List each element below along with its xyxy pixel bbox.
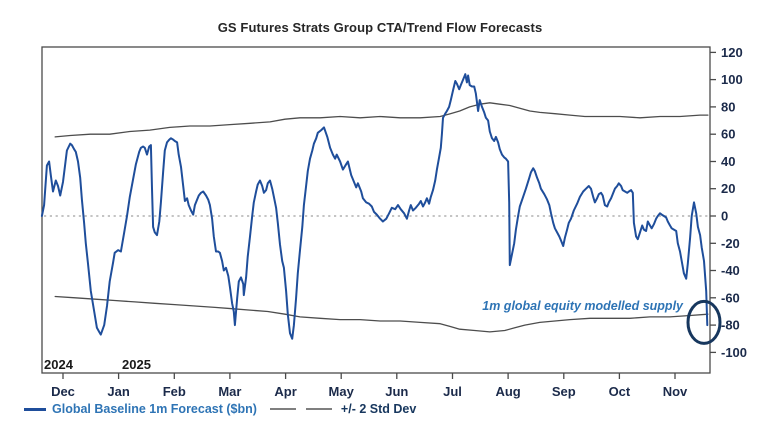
forecast-line-sample [24, 407, 46, 411]
y-tick-label: -40 [721, 263, 740, 278]
x-tick-label: Aug [495, 384, 520, 399]
chart-legend: Global Baseline 1m Forecast ($bn) +/- 2 … [24, 400, 416, 418]
series-forecast [40, 73, 709, 340]
chart-title: GS Futures Strats Group CTA/Trend Flow F… [217, 20, 543, 35]
std-dev-line-sample-1 [269, 408, 296, 410]
y-tick-label: -80 [721, 318, 740, 333]
x-tick-label: Apr [274, 384, 296, 399]
x-tick-label: Jun [385, 384, 408, 399]
y-tick-label: 40 [721, 154, 735, 169]
y-tick-label: -100 [721, 345, 747, 360]
y-tick-label: 20 [721, 181, 735, 196]
x-tick-label: Jul [443, 384, 462, 399]
year-label-2024: 2024 [44, 357, 73, 372]
x-tick-label: Dec [51, 384, 75, 399]
std-dev-legend-label: +/- 2 Std Dev [340, 402, 417, 416]
x-tick-label: Mar [218, 384, 241, 399]
y-tick-label: 80 [721, 99, 735, 114]
year-label-2025: 2025 [122, 357, 151, 372]
x-tick-label: Oct [609, 384, 631, 399]
x-tick-label: Nov [663, 384, 688, 399]
std-dev-line-sample-2 [305, 408, 332, 410]
x-tick-label: May [329, 384, 355, 399]
y-tick-label: 0 [721, 209, 728, 224]
y-tick-label: -20 [721, 236, 740, 251]
highlight-ellipse [686, 299, 722, 345]
y-tick-label: -60 [721, 290, 740, 305]
x-tick-label: Sep [552, 384, 576, 399]
plot-border [41, 46, 711, 374]
supply-annotation: 1m global equity modelled supply [482, 299, 683, 313]
x-tick-label: Jan [107, 384, 129, 399]
y-tick-label: 100 [721, 72, 743, 87]
y-tick-label: 60 [721, 127, 735, 142]
forecast-legend-label: Global Baseline 1m Forecast ($bn) [52, 402, 257, 416]
y-tick-label: 120 [721, 45, 743, 60]
x-tick-label: Feb [163, 384, 186, 399]
series-std-dev [54, 295, 709, 333]
series-std-dev [54, 102, 709, 138]
